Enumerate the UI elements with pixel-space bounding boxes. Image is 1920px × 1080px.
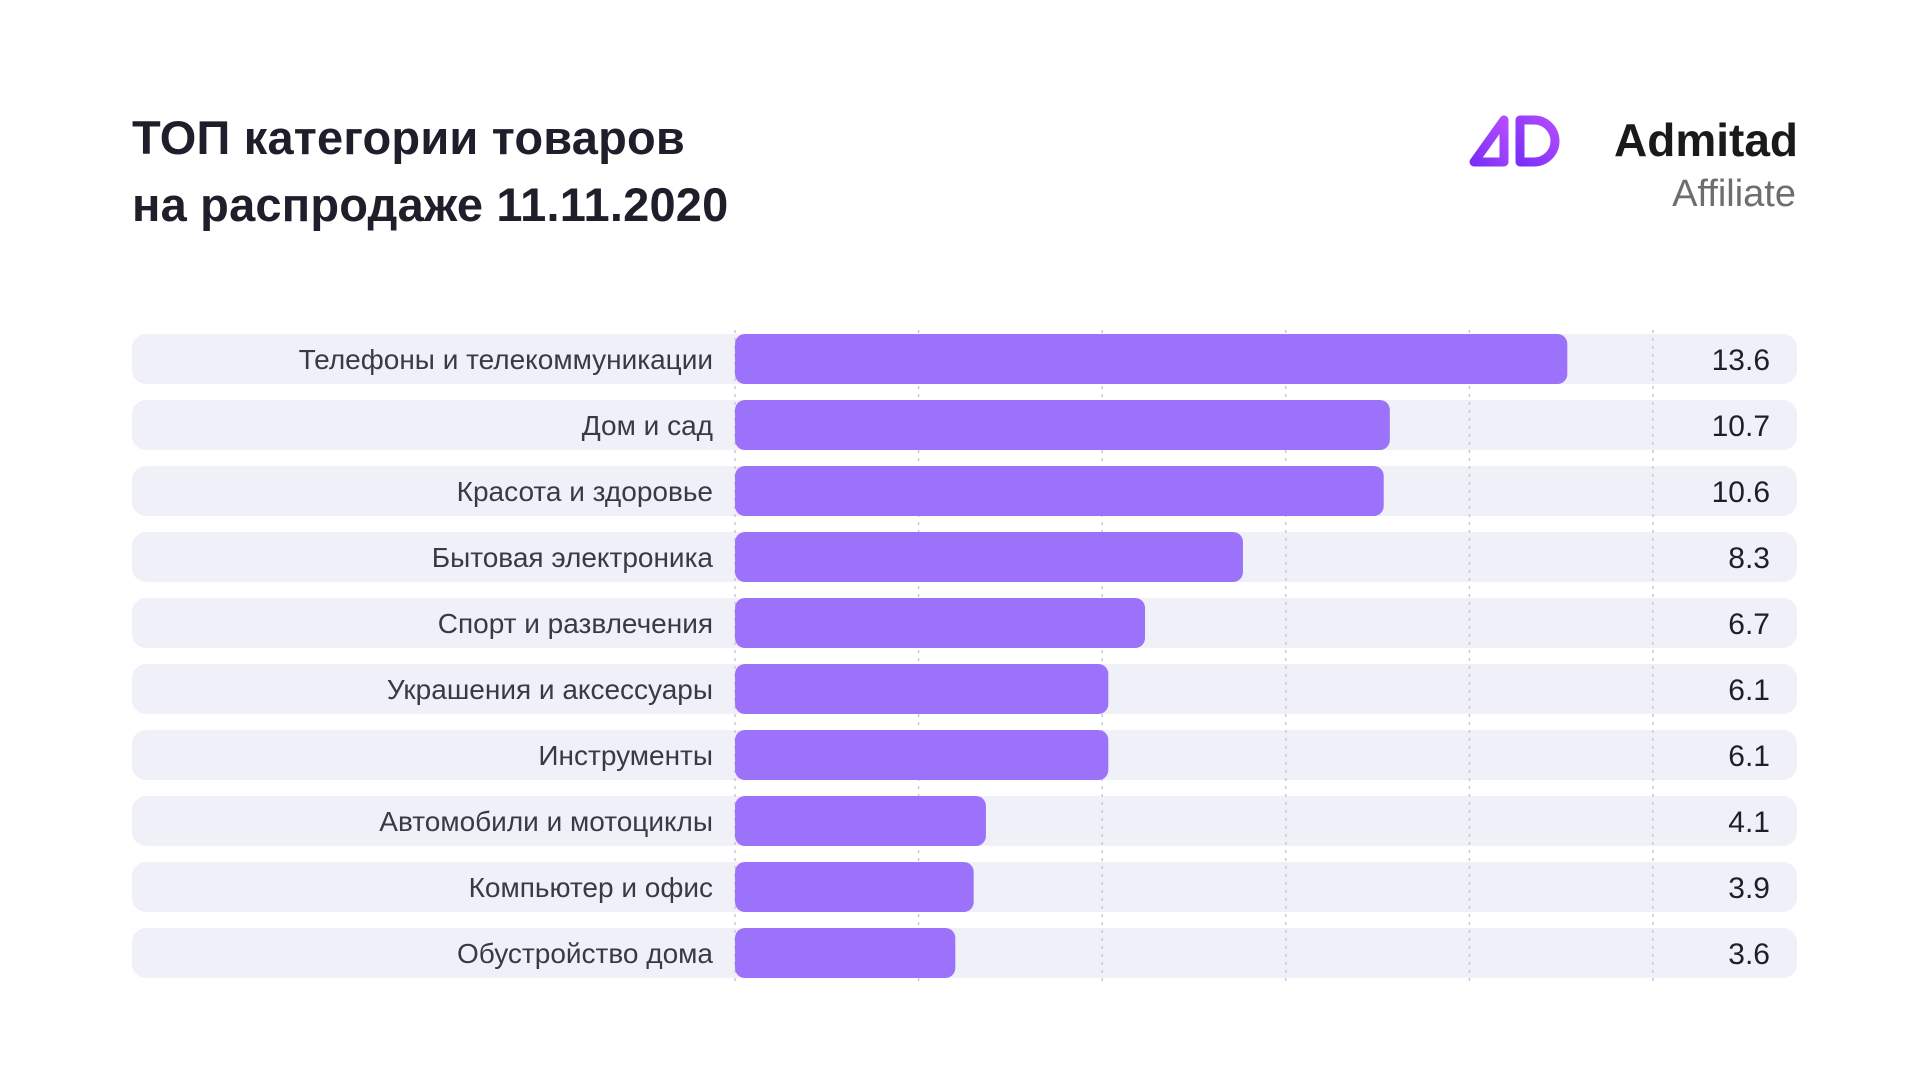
value-label: 8.3 [1728, 542, 1770, 575]
bar [735, 466, 1384, 516]
bar [735, 796, 986, 846]
value-label: 10.6 [1712, 476, 1770, 509]
category-label: Спорт и развлечения [438, 608, 713, 639]
category-label: Инструменты [538, 740, 713, 771]
category-label: Компьютер и офис [469, 872, 713, 903]
category-label: Украшения и аксессуары [387, 674, 713, 705]
bar [735, 928, 956, 978]
value-label: 3.9 [1728, 872, 1770, 905]
category-label: Бытовая электроника [432, 542, 714, 573]
title-line-1: ТОП категории товаров [132, 111, 686, 164]
value-label: 3.6 [1728, 938, 1770, 971]
value-label: 6.7 [1728, 608, 1770, 641]
bar [735, 730, 1109, 780]
bar [735, 400, 1390, 450]
bar [735, 598, 1146, 648]
bar [735, 532, 1243, 582]
value-label: 10.7 [1712, 410, 1770, 443]
logo-wordmark: Admitad [1614, 114, 1798, 166]
category-label: Обустройство дома [457, 938, 713, 969]
category-label: Дом и сад [582, 410, 713, 441]
chart-title: ТОП категории товаров на распродаже 11.1… [132, 104, 728, 238]
category-label: Телефоны и телекоммуникации [299, 344, 713, 375]
admitad-logo-icon [1469, 115, 1560, 167]
bar [735, 862, 974, 912]
logo-subtitle: Affiliate [1672, 173, 1796, 215]
value-label: 13.6 [1712, 344, 1770, 377]
title-line-2: на распродаже 11.11.2020 [132, 178, 729, 231]
value-label: 6.1 [1728, 674, 1770, 707]
admitad-logo: Admitad Affiliate [1468, 110, 1798, 220]
value-label: 4.1 [1728, 806, 1770, 839]
bar [735, 664, 1109, 714]
bar [735, 334, 1568, 384]
category-label: Красота и здоровье [457, 476, 713, 507]
category-label: Автомобили и мотоциклы [379, 806, 713, 837]
value-label: 6.1 [1728, 740, 1770, 773]
row-background [132, 928, 1797, 978]
